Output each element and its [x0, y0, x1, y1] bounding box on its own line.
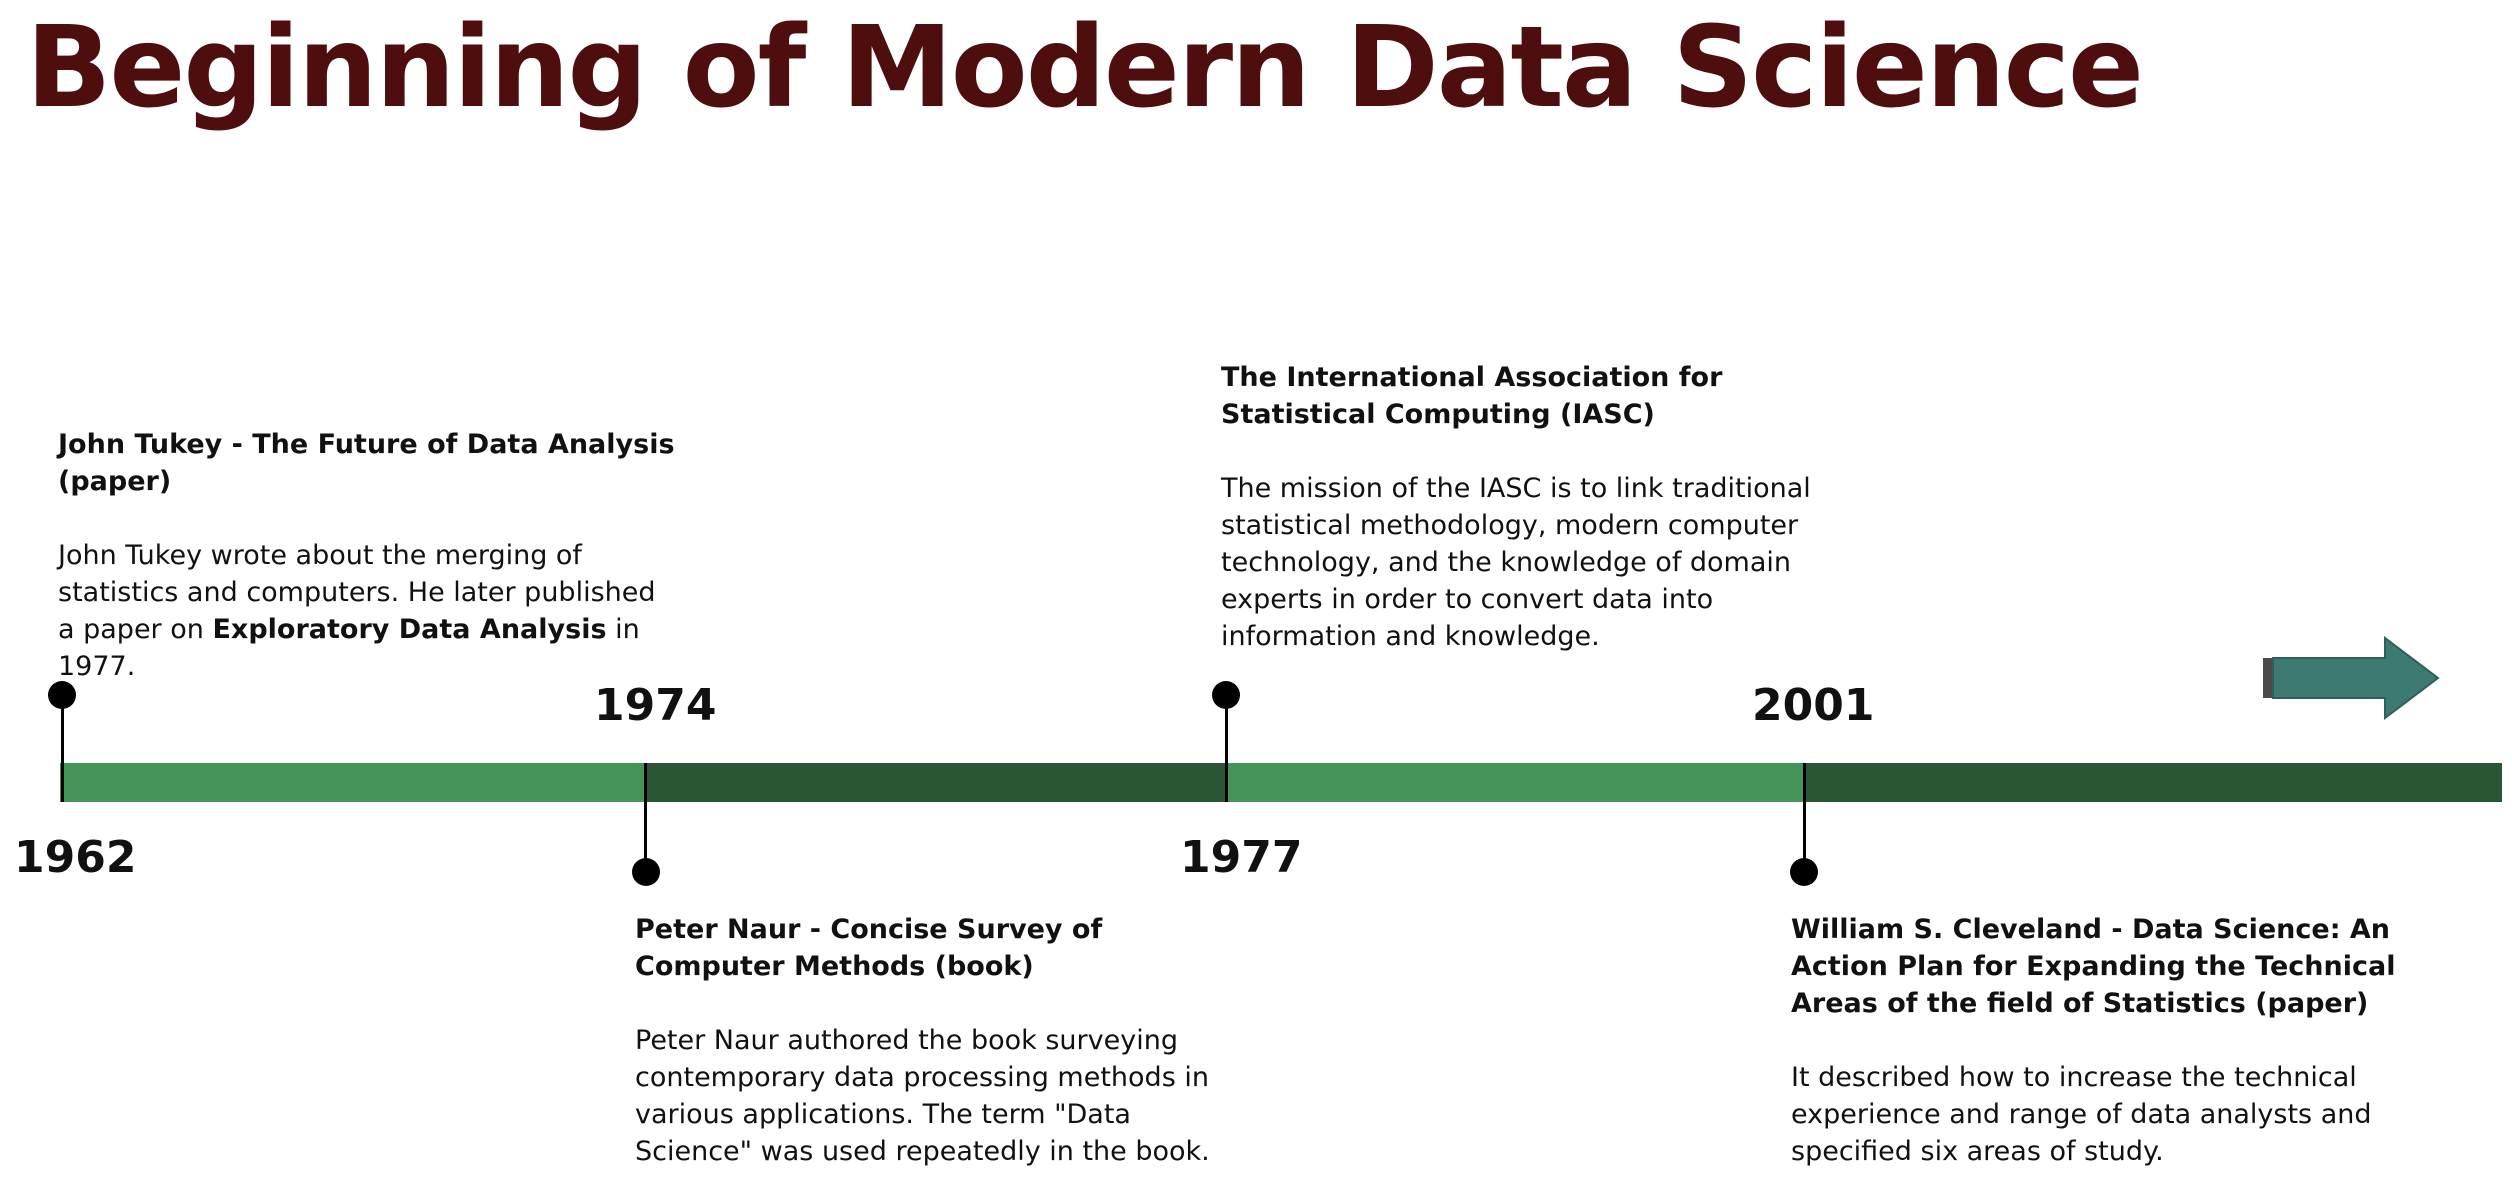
event-description-1962: John Tukey wrote about the merging of st…	[58, 537, 678, 685]
year-label-1977: 1977	[1180, 832, 1303, 883]
event-card-1974: Peter Naur - Concise Survey of Computer …	[635, 911, 1255, 1170]
timeline-segment-1977-2001	[1225, 763, 1803, 802]
event-heading-1977: The International Association for Statis…	[1221, 362, 1723, 430]
event-description-1977: The mission of the IASC is to link tradi…	[1221, 473, 1811, 652]
event-heading-2001: William S. Cleveland - Data Science: An …	[1791, 914, 2396, 1019]
event-description-1962-tail: in 1977.	[58, 614, 640, 682]
marker-stem-2001	[1803, 763, 1806, 871]
marker-dot-2001	[1790, 858, 1818, 886]
timeline-segment-1974-1977	[645, 763, 1225, 802]
page-title: Beginning of Modern Data Science	[26, 3, 2144, 133]
marker-stem-1962	[61, 697, 64, 802]
event-description-2001: It described how to increase the technic…	[1791, 1062, 2372, 1167]
event-card-2001: William S. Cleveland - Data Science: An …	[1791, 911, 2411, 1170]
marker-dot-1962	[48, 681, 76, 709]
marker-dot-1977	[1212, 681, 1240, 709]
event-description-1962-text: John Tukey wrote about the merging of st…	[58, 540, 656, 645]
marker-dot-1974	[632, 858, 660, 886]
arrow-body	[2272, 636, 2440, 720]
event-card-1977: The International Association for Statis…	[1221, 359, 1846, 655]
marker-stem-1974	[644, 763, 647, 871]
year-label-1974: 1974	[594, 680, 717, 731]
event-heading-1974: Peter Naur - Concise Survey of Computer …	[635, 914, 1103, 982]
event-heading-1962: John Tukey - The Future of Data Analysis…	[58, 429, 675, 497]
year-label-2001: 2001	[1752, 680, 1875, 731]
right-arrow-icon	[2263, 636, 2440, 720]
marker-stem-1977	[1225, 697, 1228, 802]
timeline-segment-2001-onward	[1803, 763, 2502, 802]
year-label-1962: 1962	[14, 832, 137, 883]
timeline-segment-1962-1974	[60, 763, 645, 802]
event-card-1962: John Tukey - The Future of Data Analysis…	[58, 426, 678, 685]
event-description-1974: Peter Naur authored the book surveying c…	[635, 1025, 1210, 1167]
event-description-1962-emphasis: Exploratory Data Analysis	[212, 614, 607, 645]
